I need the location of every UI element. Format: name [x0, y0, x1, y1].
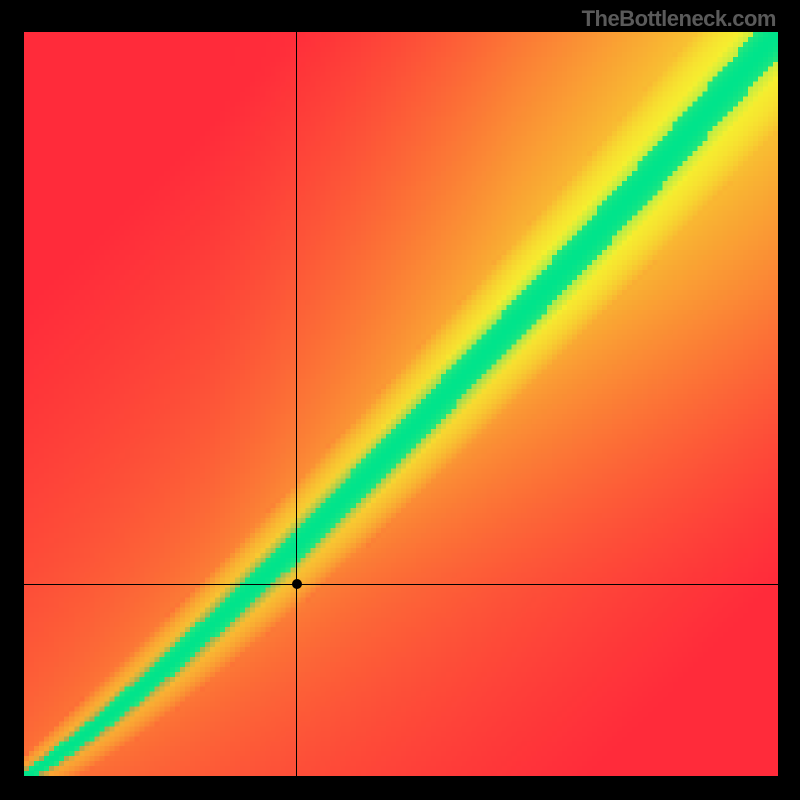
- heatmap-plot: [24, 32, 778, 776]
- crosshair-vertical: [296, 32, 297, 776]
- heatmap-canvas: [24, 32, 778, 776]
- crosshair-horizontal: [24, 584, 778, 585]
- watermark-text: TheBottleneck.com: [582, 6, 776, 32]
- crosshair-marker: [292, 579, 302, 589]
